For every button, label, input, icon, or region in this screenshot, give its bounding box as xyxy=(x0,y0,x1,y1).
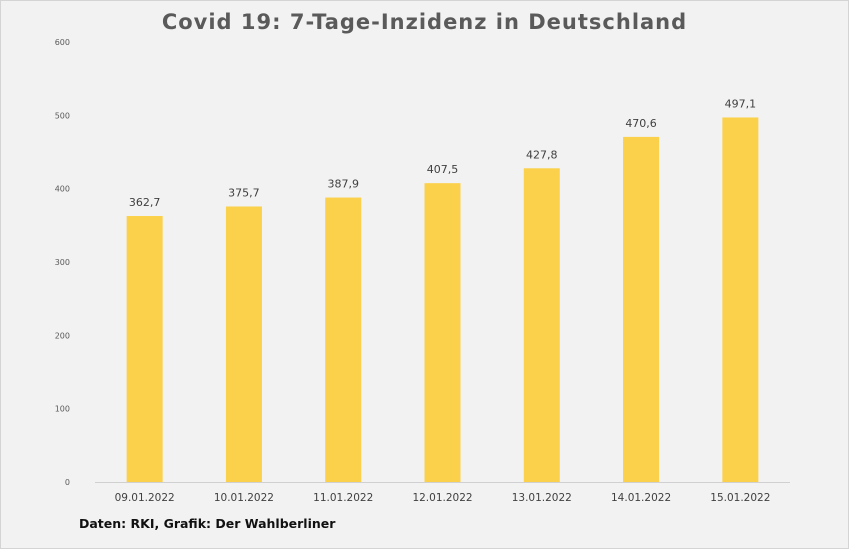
bar xyxy=(225,206,262,482)
y-axis: 0 100 200 300 400 500 600 xyxy=(55,38,70,487)
bars: 362,7 375,7 387,9 407,5 427,8 470,6 497,1 xyxy=(126,97,759,483)
source-note: Daten: RKI, Grafik: Der Wahlberliner xyxy=(79,516,336,531)
x-tick-label: 12.01.2022 xyxy=(412,492,472,504)
bar xyxy=(325,197,362,483)
x-tick-label: 14.01.2022 xyxy=(611,492,671,504)
y-tick-label: 400 xyxy=(55,185,70,194)
data-label: 362,7 xyxy=(129,196,161,209)
x-tick-label: 15.01.2022 xyxy=(710,492,770,504)
x-tick-label: 09.01.2022 xyxy=(115,492,175,504)
y-tick-label: 300 xyxy=(55,258,70,267)
data-label: 387,9 xyxy=(327,178,359,191)
chart-title: Covid 19: 7-Tage-Inzidenz in Deutschland xyxy=(161,10,688,34)
y-tick-label: 500 xyxy=(55,111,70,120)
bar xyxy=(623,136,660,483)
bar xyxy=(722,117,759,483)
data-label: 427,8 xyxy=(526,148,558,161)
data-label: 407,5 xyxy=(427,163,459,176)
x-tick-label: 11.01.2022 xyxy=(313,492,373,504)
y-tick-label: 0 xyxy=(65,478,70,487)
bar xyxy=(523,168,560,482)
x-axis: 09.01.2022 10.01.2022 11.01.2022 12.01.2022… xyxy=(115,492,771,504)
bar xyxy=(424,183,461,482)
data-label: 497,1 xyxy=(725,97,757,110)
data-label: 470,6 xyxy=(625,117,657,130)
x-tick-label: 13.01.2022 xyxy=(512,492,572,504)
data-label: 375,7 xyxy=(228,186,260,199)
y-tick-label: 200 xyxy=(55,331,70,340)
x-tick-label: 10.01.2022 xyxy=(214,492,274,504)
bar xyxy=(126,216,163,482)
y-tick-label: 600 xyxy=(55,38,70,47)
y-tick-label: 100 xyxy=(55,405,70,414)
